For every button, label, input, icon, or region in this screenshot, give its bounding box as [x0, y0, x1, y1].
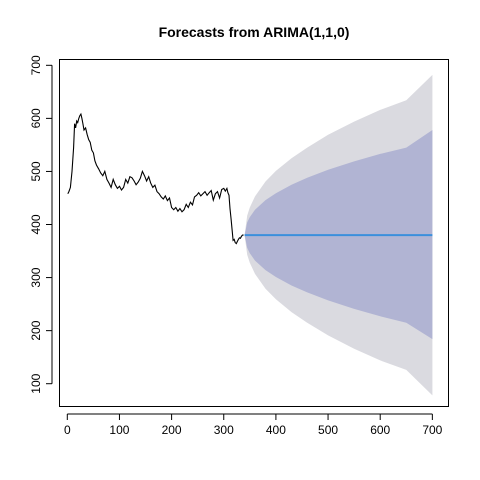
- history-line: [67, 112, 244, 245]
- y-tick-label: 400: [29, 214, 43, 234]
- x-axis: 0 100 200 300 400 500 600 700: [64, 413, 443, 437]
- x-tick-label: 400: [266, 423, 286, 437]
- chart-title: Forecasts from ARIMA(1,1,0): [159, 24, 350, 40]
- x-tick-label: 300: [214, 423, 234, 437]
- y-tick-label: 200: [29, 320, 43, 340]
- y-tick-label: 100: [29, 373, 43, 393]
- y-tick-label: 700: [29, 55, 43, 75]
- y-tick-label: 300: [29, 267, 43, 287]
- y-tick-label: 500: [29, 161, 43, 181]
- x-tick-label: 600: [370, 423, 390, 437]
- y-tick-label: 600: [29, 108, 43, 128]
- x-tick-label: 700: [422, 423, 442, 437]
- x-tick-label: 500: [318, 423, 338, 437]
- x-tick-label: 0: [64, 423, 71, 437]
- x-tick-label: 100: [109, 423, 129, 437]
- y-axis: 100 200 300 400 500 600 700: [29, 55, 53, 394]
- plot-frame: [59, 59, 449, 407]
- x-tick-label: 200: [162, 423, 182, 437]
